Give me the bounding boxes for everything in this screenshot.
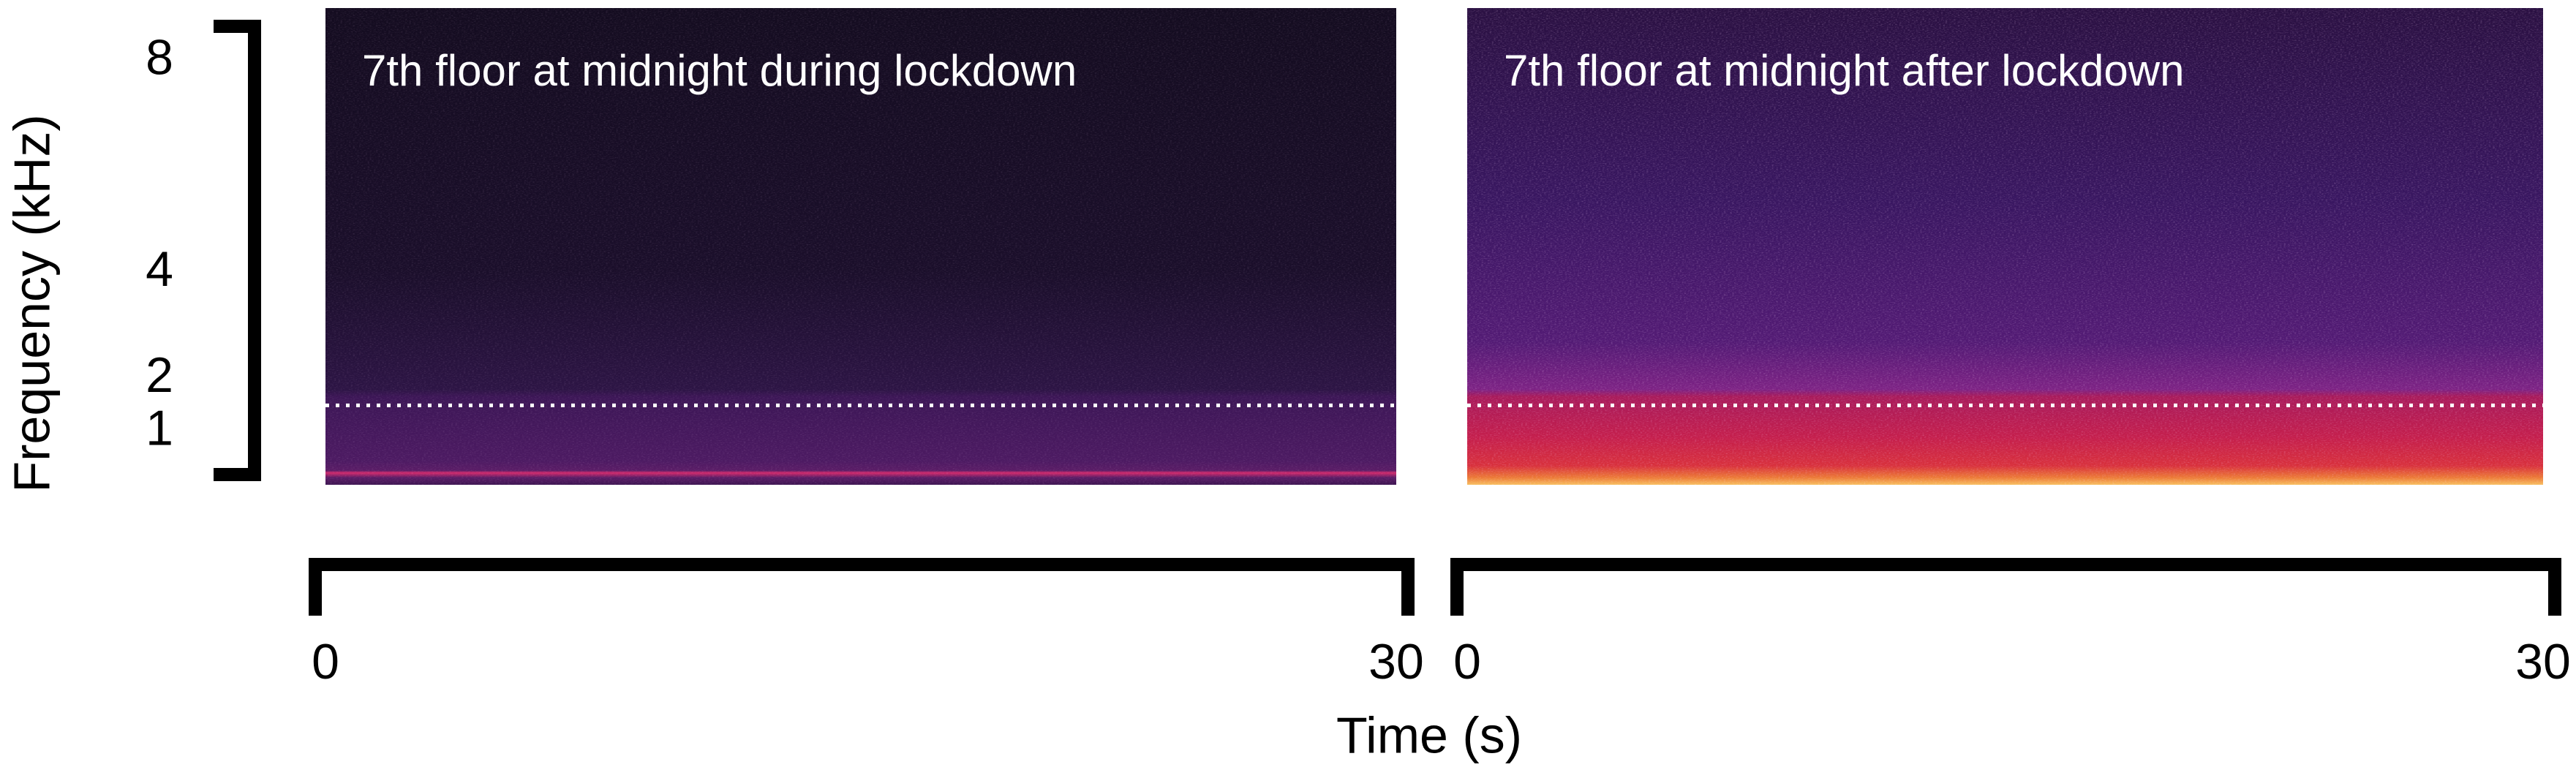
x-tick-label: 0 <box>312 634 339 690</box>
panel-title: 7th floor at midnight after lockdown <box>1504 46 2185 95</box>
x-tick-label: 30 <box>2515 634 2571 690</box>
x-axis-bracket <box>1450 558 2561 616</box>
x-axis-bracket <box>309 558 1415 616</box>
panel-title: 7th floor at midnight during lockdown <box>362 46 1077 95</box>
y-axis-label: Frequency (kHz) <box>3 114 60 492</box>
y-tick-label: 2 <box>146 347 173 403</box>
x-tick-label: 30 <box>1368 634 1424 690</box>
y-tick-label: 8 <box>146 29 173 85</box>
y-tick-label: 4 <box>146 241 173 297</box>
y-tick-label: 1 <box>146 401 173 456</box>
x-axis-label: Time (s) <box>1336 706 1522 763</box>
spectrogram-texture <box>1467 8 2543 485</box>
y-axis-bracket <box>214 20 261 481</box>
x-tick-label: 0 <box>1453 634 1481 690</box>
